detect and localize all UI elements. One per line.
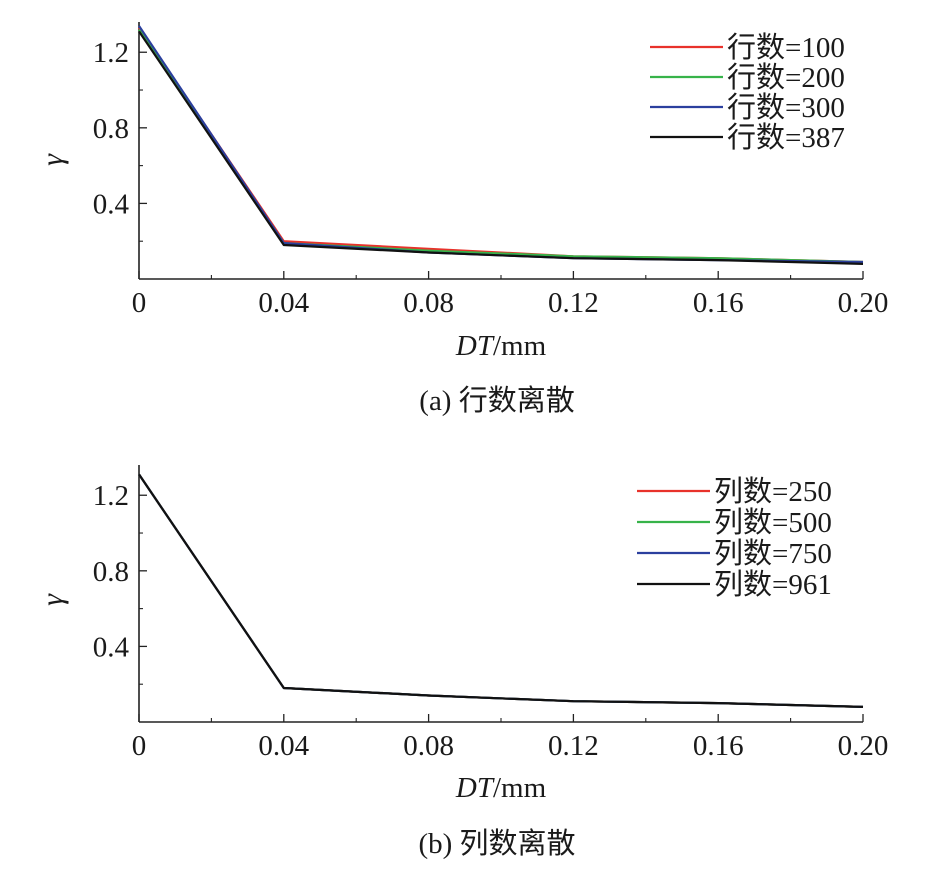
x-tick-label: 0 [132,730,147,762]
y-tick-label: 0.8 [93,556,129,588]
x-axis-label-unit: /mm [493,772,547,804]
y-axis-label: γ [36,153,69,166]
chart-column-discretization: 0 0.04 0.08 0.12 0.16 0.20 0.4 0.8 1.2 γ DT/mm (b) … [36,465,888,860]
x-tick-label: 0.12 [548,730,599,762]
legend-label: 行数=100 [727,31,845,64]
series-line [138,30,864,265]
x-tick-label: 0 [132,287,147,319]
legend-label: 列数=500 [714,506,832,539]
x-tick-label: 0.04 [258,730,309,762]
x-tick-label: 0.08 [403,287,454,319]
x-tick-label: 0.12 [548,287,599,319]
x-axis-label: DT/mm [455,772,547,804]
y-tick-label: 1.2 [93,37,129,69]
chart-row-discretization: 0 0.04 0.08 0.12 0.16 0.20 0.4 0.8 1.2 γ DT/mm (a) … [36,22,888,417]
chart-caption: (a) 行数离散 [419,384,574,417]
y-tick-label: 0.4 [93,631,130,663]
y-tick-label: 1.2 [93,480,129,512]
x-axis-label-symbol: DT [455,772,495,804]
x-tick-label: 0.20 [838,730,889,762]
x-axis-label: DT/mm [455,330,547,362]
series-line [138,473,864,708]
legend-label: 列数=961 [714,568,832,601]
x-axis-label-unit: /mm [493,330,547,362]
y-axis-label: γ [36,593,69,606]
x-tick-label: 0.04 [258,287,309,319]
legend-label: 列数=750 [714,537,832,570]
legend-label: 列数=250 [714,475,832,508]
legend-label: 行数=300 [727,91,845,124]
y-tick-label: 0.4 [93,188,130,220]
y-tick-label: 0.8 [93,113,129,145]
x-tick-label: 0.16 [693,287,744,319]
x-axis-label-symbol: DT [455,330,495,362]
x-tick-label: 0.16 [693,730,744,762]
x-tick-label: 0.08 [403,730,454,762]
chart-caption: (b) 列数离散 [418,827,575,860]
x-tick-label: 0.20 [838,287,889,319]
legend-label: 行数=387 [727,121,845,154]
legend-label: 行数=200 [727,61,845,94]
